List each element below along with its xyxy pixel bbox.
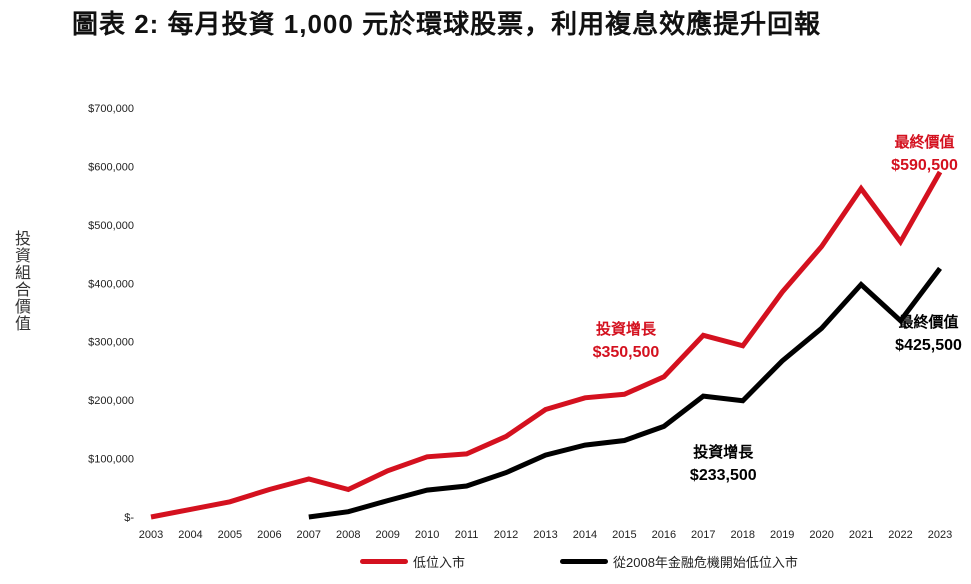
y-tick-label: $500,000 (88, 220, 134, 232)
legend-item-black: 從2008年金融危機開始低位入市 (560, 552, 798, 571)
x-tick-label: 2014 (573, 529, 597, 541)
x-tick-label: 2003 (139, 529, 163, 541)
x-tick-label: 2010 (415, 529, 439, 541)
x-tick-label: 2016 (652, 529, 676, 541)
y-tick-label: $700,000 (88, 103, 134, 115)
legend-label-black: 從2008年金融危機開始低位入市 (613, 555, 798, 570)
x-tick-label: 2017 (691, 529, 715, 541)
x-tick-label: 2015 (612, 529, 636, 541)
y-tick-label: $400,000 (88, 278, 134, 290)
x-tick-label: 2007 (297, 529, 321, 541)
y-tick-label: $200,000 (88, 395, 134, 407)
annotation-value: $233,500 (690, 467, 757, 484)
legend-label-red: 低位入市 (413, 555, 466, 570)
x-tick-label: 2022 (888, 529, 912, 541)
x-tick-label: 2009 (375, 529, 399, 541)
x-axis-ticks: 2003 2004 2005 2006 2007 2008 2009 2010 2011 2012… (139, 529, 952, 541)
x-tick-label: 2006 (257, 529, 281, 541)
series-lines (150, 170, 943, 520)
line-chart: $- $100,000 $200,000 $300,000 $400,000 $500,0… (88, 103, 962, 541)
x-tick-label: 2005 (218, 529, 242, 541)
series-line-red (150, 170, 943, 520)
x-tick-label: 2018 (731, 529, 755, 541)
y-tick-label: $- (124, 512, 134, 524)
legend-swatch-red (360, 559, 408, 564)
x-tick-label: 2021 (849, 529, 873, 541)
annotation-value: $350,500 (593, 344, 660, 361)
y-tick-label: $300,000 (88, 337, 134, 349)
annotation-label: 投資增長 (693, 443, 754, 461)
x-tick-label: 2019 (770, 529, 794, 541)
x-tick-label: 2020 (809, 529, 833, 541)
annotation-label: 投資增長 (596, 320, 657, 338)
y-tick-label: $100,000 (88, 454, 134, 466)
legend: 低位入市 從2008年金融危機開始低位入市 (0, 552, 971, 576)
y-axis-label: 投資組合價值 (12, 230, 29, 332)
annotation-value: $425,500 (895, 337, 962, 354)
annotation-label: 最終價值 (899, 313, 959, 331)
page-title: 圖表 2: 每月投資 1,000 元於環球股票，利用複息效應提升回報 (72, 9, 822, 39)
x-tick-label: 2023 (928, 529, 952, 541)
x-tick-label: 2004 (178, 529, 202, 541)
series-line-black (308, 266, 942, 520)
y-tick-label: $600,000 (88, 161, 134, 173)
annotation-label: 最終價值 (895, 133, 955, 151)
x-tick-label: 2013 (533, 529, 557, 541)
x-tick-label: 2012 (494, 529, 518, 541)
annotation-value: $590,500 (891, 157, 958, 174)
legend-swatch-black (560, 559, 608, 564)
legend-item-red: 低位入市 (360, 552, 465, 571)
annotations: 投資增長 $350,500 最終價值 $590,500 投資增長 $233,500 最終價值… (593, 133, 962, 484)
y-axis-ticks: $- $100,000 $200,000 $300,000 $400,000 $500,0… (88, 103, 134, 524)
x-tick-label: 2008 (336, 529, 360, 541)
x-tick-label: 2011 (455, 529, 479, 541)
